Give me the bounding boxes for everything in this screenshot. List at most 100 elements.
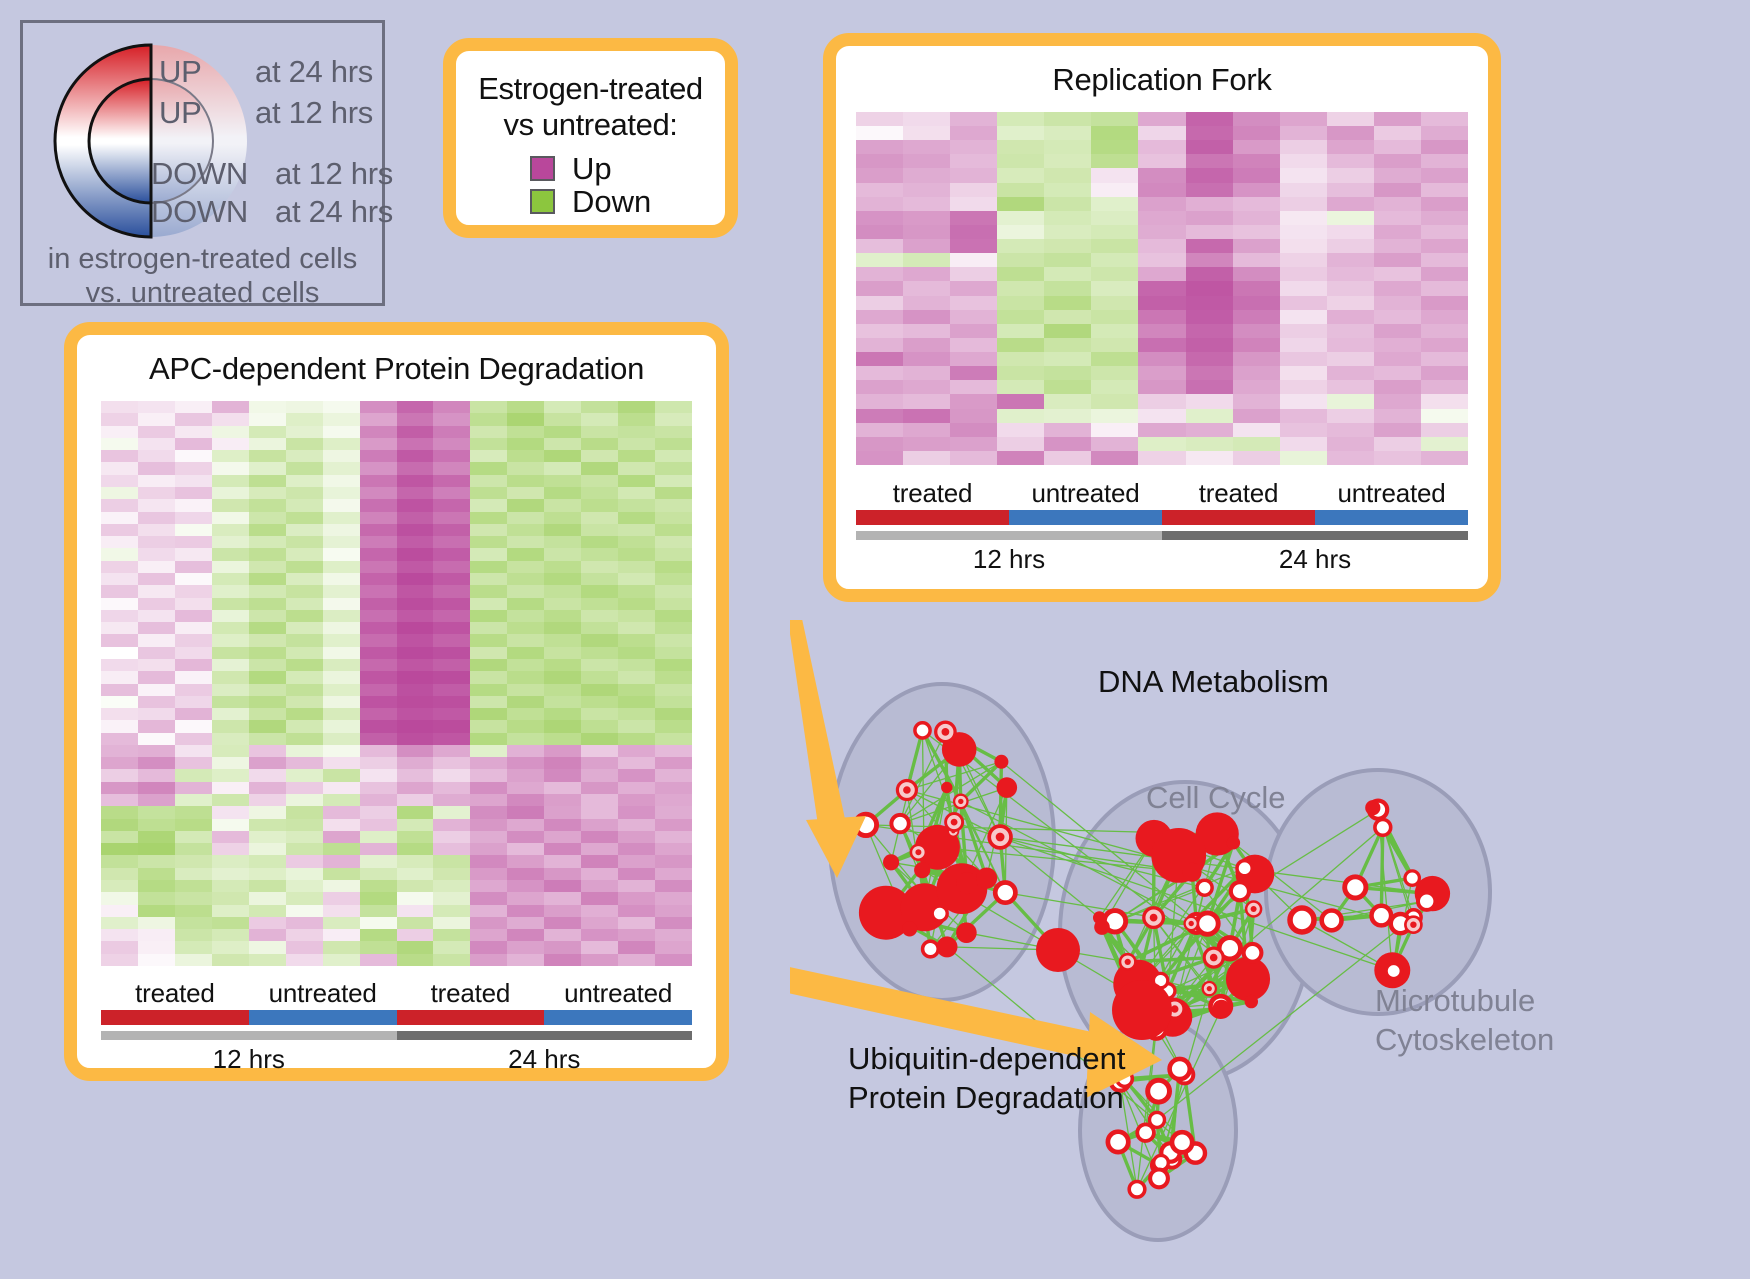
network-node[interactable] bbox=[1416, 890, 1438, 912]
axis-group-label: untreated bbox=[268, 978, 377, 1008]
heatmap-cell bbox=[618, 953, 656, 966]
network-node[interactable] bbox=[1287, 905, 1317, 935]
network-node[interactable] bbox=[1194, 910, 1221, 937]
heatmap-cell bbox=[470, 486, 508, 500]
apc-degradation-heatmap bbox=[101, 401, 692, 966]
network-node[interactable] bbox=[902, 921, 918, 937]
network-node[interactable] bbox=[920, 939, 940, 959]
heatmap-cell bbox=[950, 112, 998, 127]
heatmap-cell bbox=[137, 474, 175, 487]
heatmap-cell bbox=[322, 450, 360, 463]
network-node[interactable] bbox=[1228, 880, 1252, 903]
network-node[interactable] bbox=[1384, 961, 1404, 981]
network-node[interactable] bbox=[1244, 994, 1258, 1009]
network-node[interactable] bbox=[914, 862, 931, 879]
heatmap-cell bbox=[1185, 352, 1233, 367]
heatmap-cell bbox=[101, 450, 138, 463]
network-node[interactable] bbox=[956, 872, 978, 895]
network-node[interactable] bbox=[1212, 999, 1231, 1018]
network-node[interactable] bbox=[930, 904, 949, 923]
heatmap-cell bbox=[248, 585, 286, 598]
network-node[interactable] bbox=[941, 781, 953, 794]
network-node[interactable] bbox=[1169, 1129, 1195, 1155]
legend-card: Estrogen-treated vs untreated: Up Down bbox=[443, 38, 738, 238]
network-node[interactable] bbox=[1319, 908, 1344, 933]
network-node[interactable] bbox=[1135, 1122, 1156, 1143]
heatmap-cell bbox=[137, 953, 175, 966]
network-node[interactable] bbox=[889, 812, 911, 835]
network-node[interactable] bbox=[1147, 1110, 1167, 1130]
heatmap-cell bbox=[101, 437, 138, 451]
network-node[interactable] bbox=[1167, 1056, 1193, 1082]
heatmap-cell bbox=[581, 818, 619, 831]
network-node[interactable] bbox=[1182, 862, 1202, 882]
network-edge bbox=[1196, 809, 1379, 924]
heatmap-cell bbox=[544, 437, 582, 451]
network-node[interactable] bbox=[1403, 869, 1422, 887]
network-node[interactable] bbox=[1195, 878, 1214, 897]
key-row-0-direction: UP bbox=[159, 54, 202, 89]
heatmap-cell bbox=[322, 732, 360, 745]
heatmap-cell bbox=[359, 499, 397, 512]
network-node[interactable] bbox=[1148, 1167, 1170, 1190]
heatmap-cell bbox=[322, 634, 360, 647]
heatmap-cell bbox=[470, 572, 508, 586]
network-node[interactable] bbox=[1127, 1179, 1147, 1199]
heatmap-cell bbox=[997, 450, 1045, 465]
network-node[interactable] bbox=[915, 824, 960, 870]
heatmap-cell bbox=[655, 622, 692, 635]
heatmap-cell bbox=[211, 941, 249, 954]
network-node[interactable] bbox=[956, 922, 977, 943]
network-node[interactable] bbox=[936, 936, 958, 958]
heatmap-cell bbox=[1373, 253, 1421, 268]
heatmap-cell bbox=[618, 536, 656, 549]
network-node[interactable] bbox=[1226, 836, 1241, 850]
axis-group-segment bbox=[856, 510, 1009, 525]
heatmap-cell bbox=[997, 323, 1045, 338]
axis-group-label: treated bbox=[892, 478, 973, 508]
heatmap-cell bbox=[101, 757, 138, 770]
heatmap-cell bbox=[470, 757, 508, 770]
heatmap-cell bbox=[359, 671, 397, 684]
network-edge bbox=[921, 729, 963, 803]
network-node[interactable] bbox=[1365, 800, 1381, 816]
network-node[interactable] bbox=[1225, 956, 1271, 1002]
heatmap-cell bbox=[507, 425, 545, 438]
heatmap-cell bbox=[655, 450, 692, 463]
network-node[interactable] bbox=[1094, 919, 1110, 935]
network-node[interactable] bbox=[1145, 1077, 1173, 1105]
network-node[interactable] bbox=[1235, 858, 1254, 878]
heatmap-cell bbox=[507, 708, 545, 721]
network-node[interactable] bbox=[1036, 928, 1080, 972]
heatmap-cell bbox=[101, 486, 138, 500]
heatmap-cell bbox=[359, 474, 397, 487]
network-node[interactable] bbox=[1241, 941, 1264, 964]
network-node[interactable] bbox=[1105, 1129, 1131, 1155]
network-node[interactable] bbox=[1342, 874, 1369, 901]
network-node[interactable] bbox=[913, 721, 932, 740]
network-node[interactable] bbox=[992, 880, 1018, 906]
network-node[interactable] bbox=[883, 854, 900, 871]
heatmap-cell bbox=[655, 904, 692, 917]
network-node[interactable] bbox=[976, 867, 998, 889]
network-node[interactable] bbox=[996, 777, 1018, 798]
heatmap-cell bbox=[544, 794, 582, 807]
heatmap-cell bbox=[174, 658, 212, 672]
heatmap-cell bbox=[1044, 281, 1092, 296]
heatmap-cell bbox=[396, 401, 434, 414]
heatmap-cell bbox=[655, 794, 692, 807]
network-node[interactable] bbox=[1112, 980, 1172, 1040]
heatmap-cell bbox=[1138, 154, 1186, 169]
heatmap-cell bbox=[248, 646, 286, 659]
network-node[interactable] bbox=[994, 754, 1009, 769]
network-node[interactable] bbox=[1373, 817, 1393, 838]
network-node[interactable] bbox=[858, 885, 913, 940]
network-node[interactable] bbox=[1369, 903, 1394, 928]
network-node-core bbox=[950, 818, 958, 826]
heatmap-cell bbox=[618, 413, 656, 426]
heatmap-cell bbox=[856, 352, 904, 367]
heatmap-cell bbox=[507, 794, 545, 807]
heatmap-cell bbox=[396, 732, 434, 745]
heatmap-cell bbox=[1279, 352, 1327, 367]
heatmap-cell bbox=[544, 572, 582, 586]
